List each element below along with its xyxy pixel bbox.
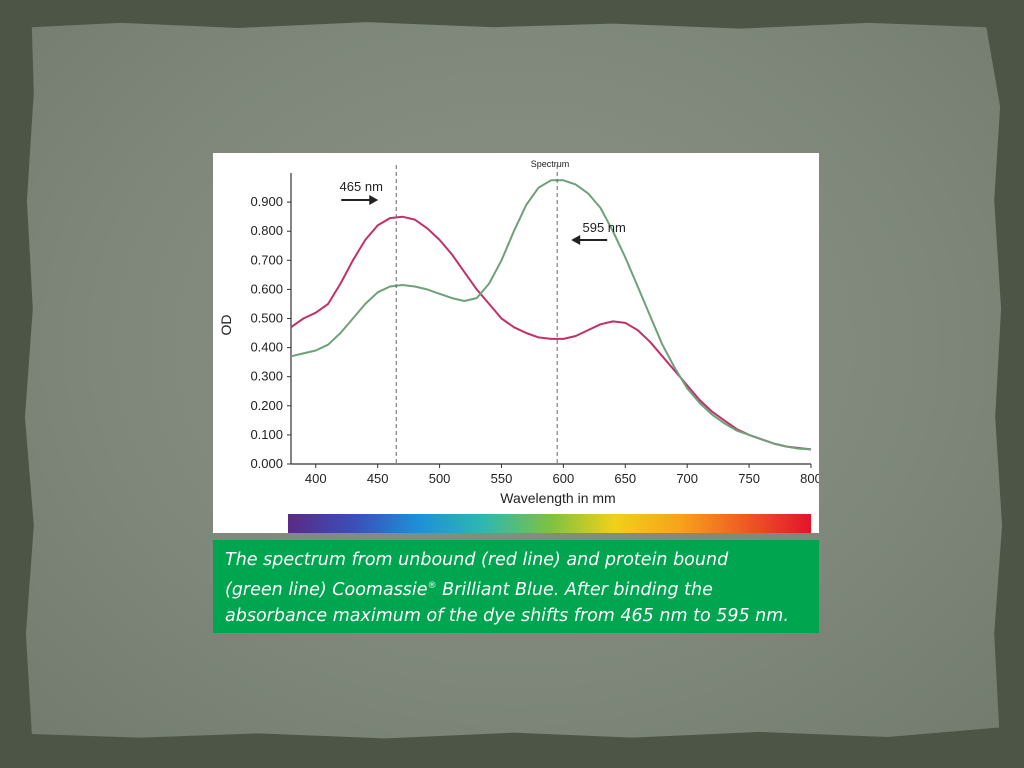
caption-line-2a: (green line) Coomassie (225, 579, 428, 600)
x-tick-label: 650 (614, 471, 636, 486)
y-tick-label: 0.200 (250, 398, 283, 413)
y-tick-label: 0.700 (250, 252, 283, 267)
x-tick-label: 600 (553, 471, 575, 486)
x-axis-label: Wavelength in mm (500, 490, 615, 506)
annotation-arrowhead (571, 235, 581, 245)
annotation-label-465: 465 nm (340, 179, 383, 194)
x-tick-label: 750 (738, 471, 760, 486)
caption-line-1: The spectrum from unbound (red line) and… (225, 550, 729, 570)
registered-mark: ® (427, 581, 437, 591)
y-tick-label: 0.500 (250, 311, 283, 326)
chart-title: Spectrum (531, 159, 570, 169)
y-axis-label: OD (218, 315, 234, 336)
annotation-label-595: 595 nm (583, 220, 626, 235)
figure-caption: The spectrum from unbound (red line) and… (213, 540, 819, 633)
y-tick-label: 0.300 (250, 369, 283, 384)
x-tick-label: 400 (305, 471, 327, 486)
x-tick-label: 500 (429, 471, 451, 486)
series-line-1 (290, 215, 812, 451)
annotation-arrowhead (369, 195, 379, 205)
chart-svg: Spectrum 0.000 0.100 0.200 0.300 0.400 0.500 0… (218, 159, 819, 533)
x-tick-label: 800 (800, 471, 819, 486)
series-line-2 (290, 179, 812, 451)
x-tick-label: 450 (367, 471, 389, 486)
spectrum-chart: Spectrum 0.000 0.100 0.200 0.300 0.400 0.500 0… (213, 153, 819, 533)
y-tick-label: 0.600 (250, 281, 283, 296)
x-tick-label: 700 (676, 471, 698, 486)
caption-line-3: absorbance maximum of the dye shifts fro… (225, 605, 789, 626)
y-tick-label: 0.000 (250, 456, 283, 471)
caption-line-2: (green line) Coomassie® Brilliant Blue. … (225, 573, 809, 603)
y-tick-label: 0.900 (250, 194, 283, 209)
caption-line-2b: Brilliant Blue. After binding the (436, 579, 713, 600)
y-tick-label: 0.400 (250, 340, 283, 355)
y-tick-label: 0.800 (250, 223, 283, 238)
spectrum-color-bar (288, 514, 811, 533)
x-tick-label: 550 (491, 471, 513, 486)
y-tick-label: 0.100 (250, 427, 283, 442)
